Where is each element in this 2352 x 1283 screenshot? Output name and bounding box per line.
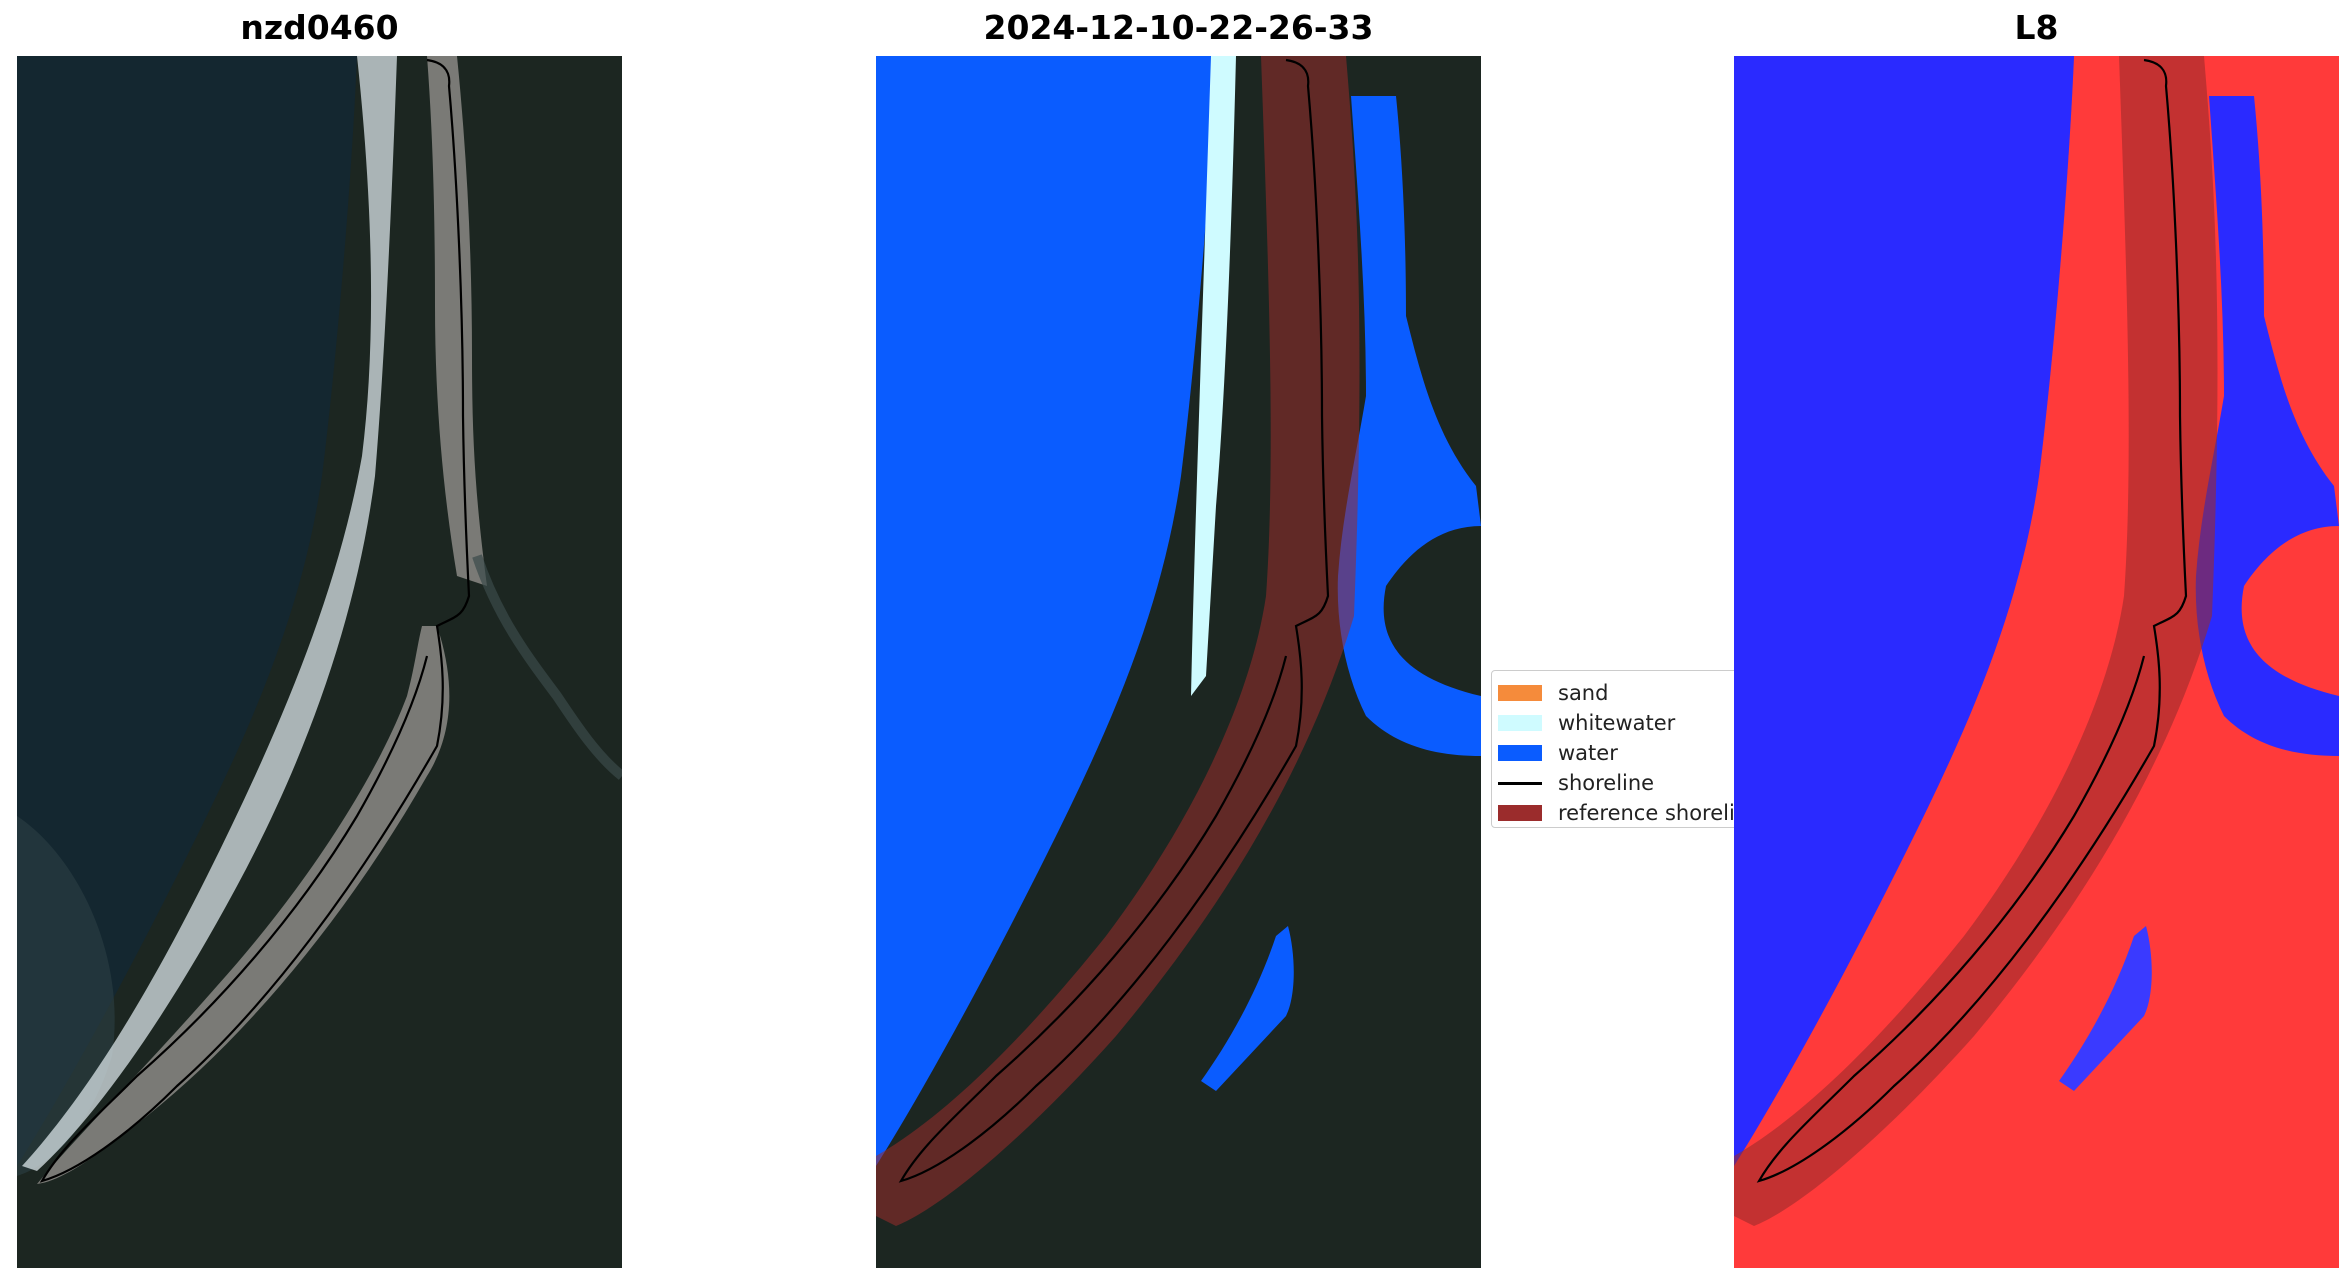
legend-item-reference-shoreline: reference shoreline	[1498, 799, 1751, 827]
legend-label: reference shoreline	[1558, 801, 1751, 825]
spit-north	[427, 56, 487, 586]
classified-image-panel	[876, 56, 1481, 1268]
pond-index	[2059, 926, 2152, 1091]
panel-title-index: L8	[2014, 8, 2059, 47]
water-class-ocean	[876, 56, 1216, 1166]
index-image	[1734, 56, 2339, 1268]
rgb-image	[17, 56, 622, 1268]
legend-item-sand: sand	[1498, 679, 1608, 707]
legend-swatch-reference-shoreline	[1498, 805, 1542, 821]
surf-zone	[22, 56, 397, 1171]
reference-shoreline-buffer	[1734, 56, 2218, 1226]
legend-item-water: water	[1498, 739, 1618, 767]
ocean-area	[17, 56, 357, 1166]
legend-swatch-whitewater	[1498, 715, 1542, 731]
water-class-lagoon	[1337, 96, 1481, 756]
legend-item-shoreline: shoreline	[1498, 769, 1654, 797]
shoreline	[39, 58, 471, 1183]
panel-title-classified: 2024-12-10-22-26-33	[983, 8, 1374, 47]
water-index-area	[1734, 56, 2074, 1166]
panel-title-rgb: nzd0460	[240, 8, 399, 47]
ocean-texture	[1734, 56, 2074, 1166]
rgb-image-panel	[17, 56, 622, 1268]
legend-swatch-water	[1498, 745, 1542, 761]
reference-shoreline-buffer	[876, 56, 1360, 1226]
legend-line-shoreline	[1498, 781, 1542, 785]
legend-label: water	[1558, 741, 1618, 765]
legend-swatch-sand	[1498, 685, 1542, 701]
legend-label: sand	[1558, 681, 1609, 705]
shoreline	[1756, 58, 2188, 1183]
lagoon-index	[2195, 96, 2339, 756]
legend-item-whitewater: whitewater	[1498, 709, 1675, 737]
water-class-pond	[1201, 926, 1294, 1091]
index-image-panel	[1734, 56, 2339, 1268]
classified-image	[876, 56, 1481, 1268]
legend-label: shoreline	[1558, 771, 1655, 795]
legend-label: whitewater	[1558, 711, 1676, 735]
whitewater-class	[1191, 56, 1236, 696]
estuary-channel	[472, 554, 622, 780]
shoreline	[898, 58, 1330, 1183]
legend: sand whitewater water shoreline referenc…	[1491, 670, 1751, 828]
